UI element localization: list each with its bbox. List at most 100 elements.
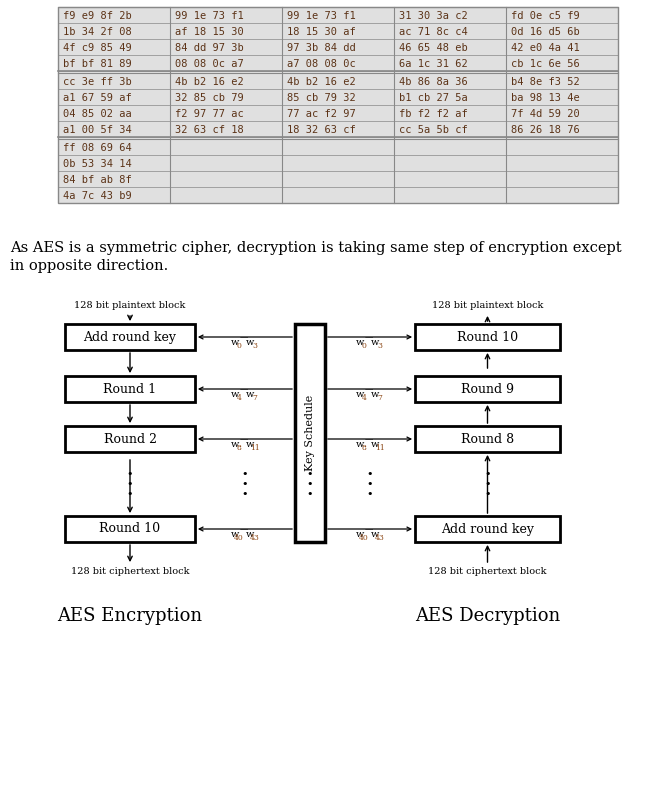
Text: 128 bit ciphertext block: 128 bit ciphertext block: [428, 567, 547, 576]
Text: 84 bf ab 8f: 84 bf ab 8f: [63, 175, 132, 184]
Text: a1 67 59 af: a1 67 59 af: [63, 92, 132, 103]
Bar: [415, 516, 560, 542]
Text: 4: 4: [361, 394, 367, 402]
Text: As AES is a symmetric cipher, decryption is taking same step of encryption excep: As AES is a symmetric cipher, decryption…: [10, 241, 622, 255]
Text: Key Schedule: Key Schedule: [305, 395, 315, 471]
Text: w: w: [246, 530, 254, 539]
Text: in opposite direction.: in opposite direction.: [10, 259, 168, 273]
Text: 3: 3: [377, 342, 383, 350]
Text: Round 10: Round 10: [457, 331, 518, 344]
Text: 6a 1c 31 62: 6a 1c 31 62: [399, 58, 468, 69]
Text: AES Decryption: AES Decryption: [415, 607, 560, 625]
Text: •: •: [367, 489, 373, 499]
Text: 40: 40: [234, 534, 244, 542]
Text: w: w: [371, 390, 379, 399]
Text: —: —: [240, 333, 248, 341]
Text: 4b 86 8a 36: 4b 86 8a 36: [399, 77, 468, 87]
Text: •: •: [367, 469, 373, 479]
Text: w: w: [231, 390, 240, 399]
Text: b1 cb 27 5a: b1 cb 27 5a: [399, 92, 468, 103]
Text: —: —: [365, 435, 373, 443]
Text: AES Encryption: AES Encryption: [58, 607, 203, 625]
Text: cc 3e ff 3b: cc 3e ff 3b: [63, 77, 132, 87]
Text: w: w: [231, 530, 240, 539]
Text: •: •: [126, 479, 133, 489]
Text: w: w: [371, 440, 379, 449]
Text: •: •: [367, 479, 373, 489]
Text: •: •: [484, 469, 491, 479]
Text: w: w: [356, 440, 364, 449]
Text: 86 26 18 76: 86 26 18 76: [511, 125, 580, 134]
Text: f2 97 77 ac: f2 97 77 ac: [175, 108, 244, 119]
Text: 7: 7: [253, 394, 258, 402]
Text: 18 32 63 cf: 18 32 63 cf: [287, 125, 356, 134]
Text: •: •: [242, 479, 248, 489]
Text: 7: 7: [377, 394, 383, 402]
Text: 1b 34 2f 08: 1b 34 2f 08: [63, 27, 132, 36]
Text: •: •: [307, 469, 313, 479]
Text: ac 71 8c c4: ac 71 8c c4: [399, 27, 468, 36]
Text: Round 2: Round 2: [104, 433, 157, 446]
Text: Round 10: Round 10: [100, 523, 161, 536]
Text: —: —: [365, 333, 373, 341]
Text: w: w: [246, 338, 254, 347]
Text: •: •: [307, 489, 313, 499]
Text: 128 bit plaintext block: 128 bit plaintext block: [432, 301, 543, 310]
Text: 85 cb 79 32: 85 cb 79 32: [287, 92, 356, 103]
Text: Round 9: Round 9: [461, 383, 514, 396]
Text: 128 bit plaintext block: 128 bit plaintext block: [74, 301, 186, 310]
Text: ba 98 13 4e: ba 98 13 4e: [511, 92, 580, 103]
Text: w: w: [231, 440, 240, 449]
Bar: [65, 516, 195, 542]
Text: 4f c9 85 49: 4f c9 85 49: [63, 43, 132, 53]
Text: cc 5a 5b cf: cc 5a 5b cf: [399, 125, 468, 134]
Text: 18 15 30 af: 18 15 30 af: [287, 27, 356, 36]
Text: w: w: [246, 440, 254, 449]
Text: 99 1e 73 f1: 99 1e 73 f1: [287, 11, 356, 20]
Text: Round 1: Round 1: [104, 383, 157, 396]
Text: w: w: [246, 390, 254, 399]
Bar: [415, 426, 560, 452]
Text: w: w: [371, 530, 379, 539]
Text: 3: 3: [252, 342, 258, 350]
Text: 04 85 02 aa: 04 85 02 aa: [63, 108, 132, 119]
Bar: [415, 376, 560, 402]
Text: w: w: [231, 338, 240, 347]
Text: 31 30 3a c2: 31 30 3a c2: [399, 11, 468, 20]
Text: 0d 16 d5 6b: 0d 16 d5 6b: [511, 27, 580, 36]
Text: —: —: [240, 385, 248, 393]
Bar: [65, 376, 195, 402]
Text: •: •: [242, 489, 248, 499]
Text: •: •: [126, 469, 133, 479]
Text: a7 08 08 0c: a7 08 08 0c: [287, 58, 356, 69]
Bar: [65, 426, 195, 452]
Text: •: •: [484, 479, 491, 489]
Text: •: •: [484, 489, 491, 499]
Text: —: —: [240, 525, 248, 533]
Text: b4 8e f3 52: b4 8e f3 52: [511, 77, 580, 87]
Text: 42 e0 4a 41: 42 e0 4a 41: [511, 43, 580, 53]
Bar: [58, 7, 618, 203]
Text: fd 0e c5 f9: fd 0e c5 f9: [511, 11, 580, 20]
Text: 32 85 cb 79: 32 85 cb 79: [175, 92, 244, 103]
Text: 4: 4: [237, 394, 242, 402]
Text: 4b b2 16 e2: 4b b2 16 e2: [175, 77, 244, 87]
Text: cb 1c 6e 56: cb 1c 6e 56: [511, 58, 580, 69]
Text: Round 8: Round 8: [461, 433, 514, 446]
Text: •: •: [126, 489, 133, 499]
Text: 84 dd 97 3b: 84 dd 97 3b: [175, 43, 244, 53]
Text: bf bf 81 89: bf bf 81 89: [63, 58, 132, 69]
Text: 128 bit ciphertext block: 128 bit ciphertext block: [71, 567, 189, 576]
Text: Add round key: Add round key: [441, 523, 534, 536]
Text: 4b b2 16 e2: 4b b2 16 e2: [287, 77, 356, 87]
Bar: [58, 7, 618, 203]
Text: fb f2 f2 af: fb f2 f2 af: [399, 108, 468, 119]
Text: 08 08 0c a7: 08 08 0c a7: [175, 58, 244, 69]
Text: 40: 40: [359, 534, 369, 542]
Text: 11: 11: [250, 444, 260, 452]
Text: 32 63 cf 18: 32 63 cf 18: [175, 125, 244, 134]
Text: •: •: [307, 479, 313, 489]
Text: 43: 43: [250, 534, 260, 542]
Bar: [65, 324, 195, 350]
Text: 8: 8: [237, 444, 242, 452]
